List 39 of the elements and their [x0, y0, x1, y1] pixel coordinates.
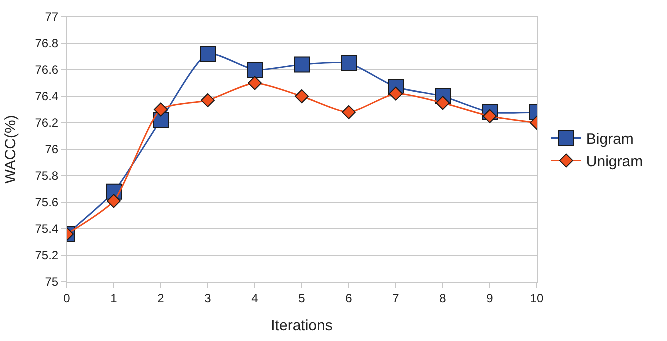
y-tick-label: 75 — [45, 275, 59, 290]
point — [341, 55, 357, 72]
x-tick-label: 9 — [486, 291, 494, 306]
x-tick-label: 2 — [158, 291, 165, 306]
point — [389, 86, 403, 101]
point — [107, 194, 121, 208]
y-tick-label: 75.4 — [35, 222, 59, 236]
x-tick-label: 1 — [110, 291, 118, 306]
x-tick-label: 3 — [204, 291, 212, 306]
point — [436, 96, 450, 110]
point — [294, 56, 310, 73]
y-axis-title: WACC(%) — [2, 115, 20, 184]
y-tick-label: 76.8 — [35, 36, 59, 51]
y-tick-label: 76.6 — [35, 63, 59, 78]
point — [247, 62, 263, 78]
y-tick-label: 77 — [45, 10, 59, 24]
point — [342, 105, 356, 120]
point — [200, 46, 216, 62]
x-tick-label: 8 — [440, 291, 447, 306]
point — [483, 109, 497, 124]
x-axis-title: Iterations — [271, 317, 333, 334]
y-tick-label: 75.6 — [35, 196, 59, 210]
y-tick-label: 75.2 — [35, 248, 59, 263]
point — [295, 90, 309, 104]
legend-label: Unigram — [586, 154, 644, 171]
point — [154, 102, 168, 117]
y-tick-label: 76.2 — [35, 116, 59, 130]
x-tick-label: 6 — [346, 291, 353, 306]
y-tick-label: 76.4 — [35, 90, 59, 104]
x-tick-label: 4 — [252, 291, 259, 306]
x-tick-label: 5 — [298, 291, 306, 306]
x-tick-label: 10 — [530, 291, 544, 306]
x-tick-label: 0 — [64, 291, 71, 306]
point — [201, 93, 215, 108]
y-tick-label: 76 — [45, 142, 59, 157]
legend-label: Bigram — [586, 131, 634, 148]
point — [248, 76, 262, 90]
x-tick-label: 7 — [392, 291, 400, 306]
y-tick-label: 75.8 — [35, 169, 59, 184]
